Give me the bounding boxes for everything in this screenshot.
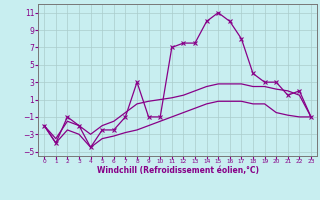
X-axis label: Windchill (Refroidissement éolien,°C): Windchill (Refroidissement éolien,°C)	[97, 166, 259, 175]
